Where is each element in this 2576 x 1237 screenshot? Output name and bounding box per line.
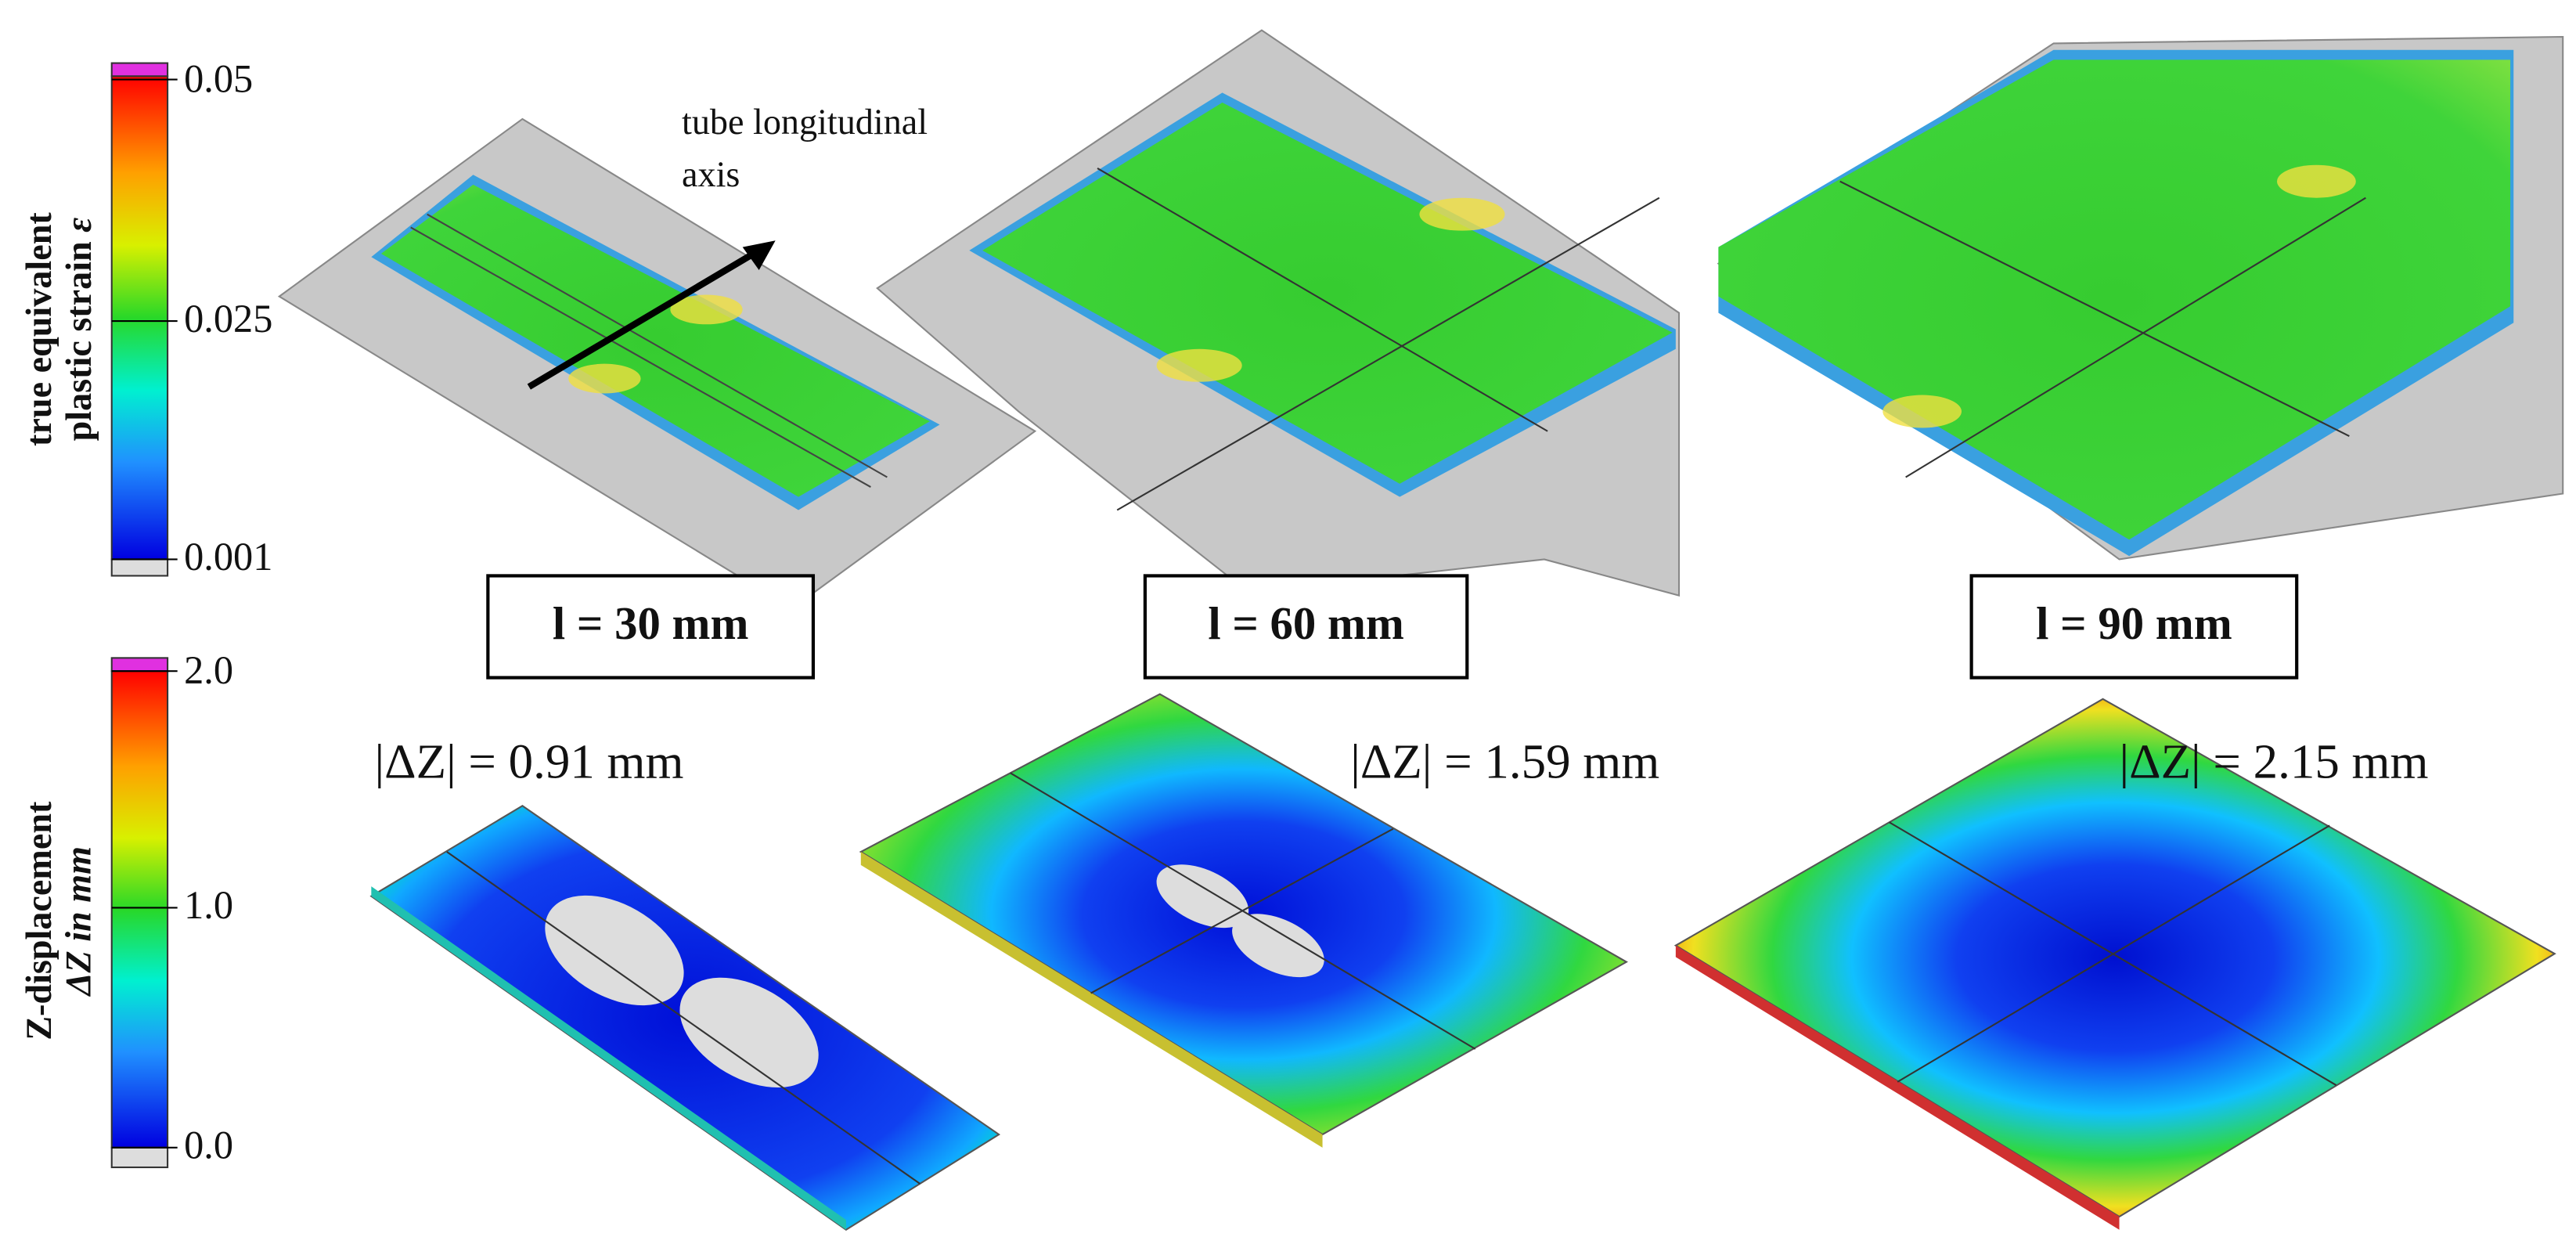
seam-line bbox=[1897, 824, 2330, 1083]
strain-plot-30: tube longitudinal axis bbox=[277, 102, 1037, 610]
label-box bbox=[486, 574, 816, 680]
label-box bbox=[1969, 574, 2299, 680]
panel-label: l = 30 mm bbox=[553, 598, 749, 649]
symbol: ε bbox=[59, 218, 99, 233]
axis-title: plastic strain ε bbox=[59, 218, 99, 442]
strain-hotspot bbox=[568, 363, 641, 394]
strain-field bbox=[380, 184, 930, 497]
panel-label: l = 60 mm bbox=[1208, 598, 1404, 649]
strain-plot-60 bbox=[876, 29, 1681, 597]
seam-line bbox=[446, 851, 921, 1185]
plate-side bbox=[371, 886, 846, 1230]
seam-line bbox=[1090, 828, 1394, 994]
color-scale bbox=[110, 75, 169, 561]
axis-title: Z-displacement bbox=[19, 801, 59, 1040]
tick-label: 0.025 bbox=[184, 297, 272, 341]
annotation: tube longitudinal bbox=[682, 102, 928, 142]
displacement-plot-90: |ΔZ| = 2.15 mm bbox=[1673, 698, 2556, 1230]
displacement-plot-60: |ΔZ| = 1.59 mm bbox=[859, 693, 1659, 1148]
annotation: axis bbox=[682, 154, 740, 194]
displacement-label: |ΔZ| = 2.15 mm bbox=[2120, 734, 2429, 788]
seam-line bbox=[410, 226, 871, 489]
strain-colorbar: 0.05 0.025 0.001 true equivalent plastic… bbox=[19, 56, 272, 579]
color-scale bbox=[110, 670, 169, 1149]
strain-hotspot bbox=[1882, 395, 1962, 428]
seam-line bbox=[1839, 180, 2350, 437]
underflow-cell bbox=[110, 1146, 169, 1169]
displacement-plot-30: |ΔZ| = 0.91 mm bbox=[369, 734, 1001, 1232]
plate-side bbox=[1675, 945, 2120, 1230]
undeformed-region bbox=[1156, 864, 1249, 929]
axis-title-text: plastic strain bbox=[59, 241, 99, 441]
tick-label: 0.05 bbox=[184, 56, 253, 100]
axis-arrow bbox=[527, 247, 761, 390]
tick-label: 0.0 bbox=[184, 1123, 233, 1167]
plate-side bbox=[860, 852, 1323, 1148]
displacement-colorbar: 2.0 1.0 0.0 Z-displacement ΔZ in mm bbox=[19, 648, 233, 1169]
strain-field bbox=[982, 102, 1673, 484]
undeformed-region bbox=[1232, 914, 1324, 978]
label-box bbox=[1143, 574, 1469, 680]
seam-line bbox=[1905, 197, 2366, 478]
displacement-label: |ΔZ| = 1.59 mm bbox=[1350, 734, 1659, 788]
strain-hotspot bbox=[2277, 164, 2356, 198]
seam-line bbox=[427, 213, 888, 478]
undeformed-region bbox=[545, 895, 684, 1006]
tick-label: 0.001 bbox=[184, 535, 272, 579]
overflow-cell bbox=[110, 657, 169, 673]
strain-hotspot bbox=[1419, 197, 1505, 231]
strain-plot-90 bbox=[1717, 35, 2564, 561]
seam-line bbox=[1097, 168, 1548, 432]
seam-line bbox=[1116, 197, 1660, 511]
overflow-cell bbox=[110, 62, 169, 78]
panel-label: l = 90 mm bbox=[2036, 598, 2232, 649]
undeformed-region bbox=[679, 977, 819, 1088]
strain-hotspot bbox=[670, 294, 743, 325]
tick-label: 1.0 bbox=[184, 883, 233, 927]
arrow-head bbox=[742, 240, 776, 271]
tick-label: 2.0 bbox=[184, 648, 233, 692]
underflow-cell bbox=[110, 558, 169, 577]
displacement-label: |ΔZ| = 0.91 mm bbox=[375, 734, 684, 788]
axis-title: true equivalent bbox=[19, 212, 59, 446]
axis-title: ΔZ in mm bbox=[59, 846, 99, 997]
strain-hotspot bbox=[1156, 348, 1242, 382]
